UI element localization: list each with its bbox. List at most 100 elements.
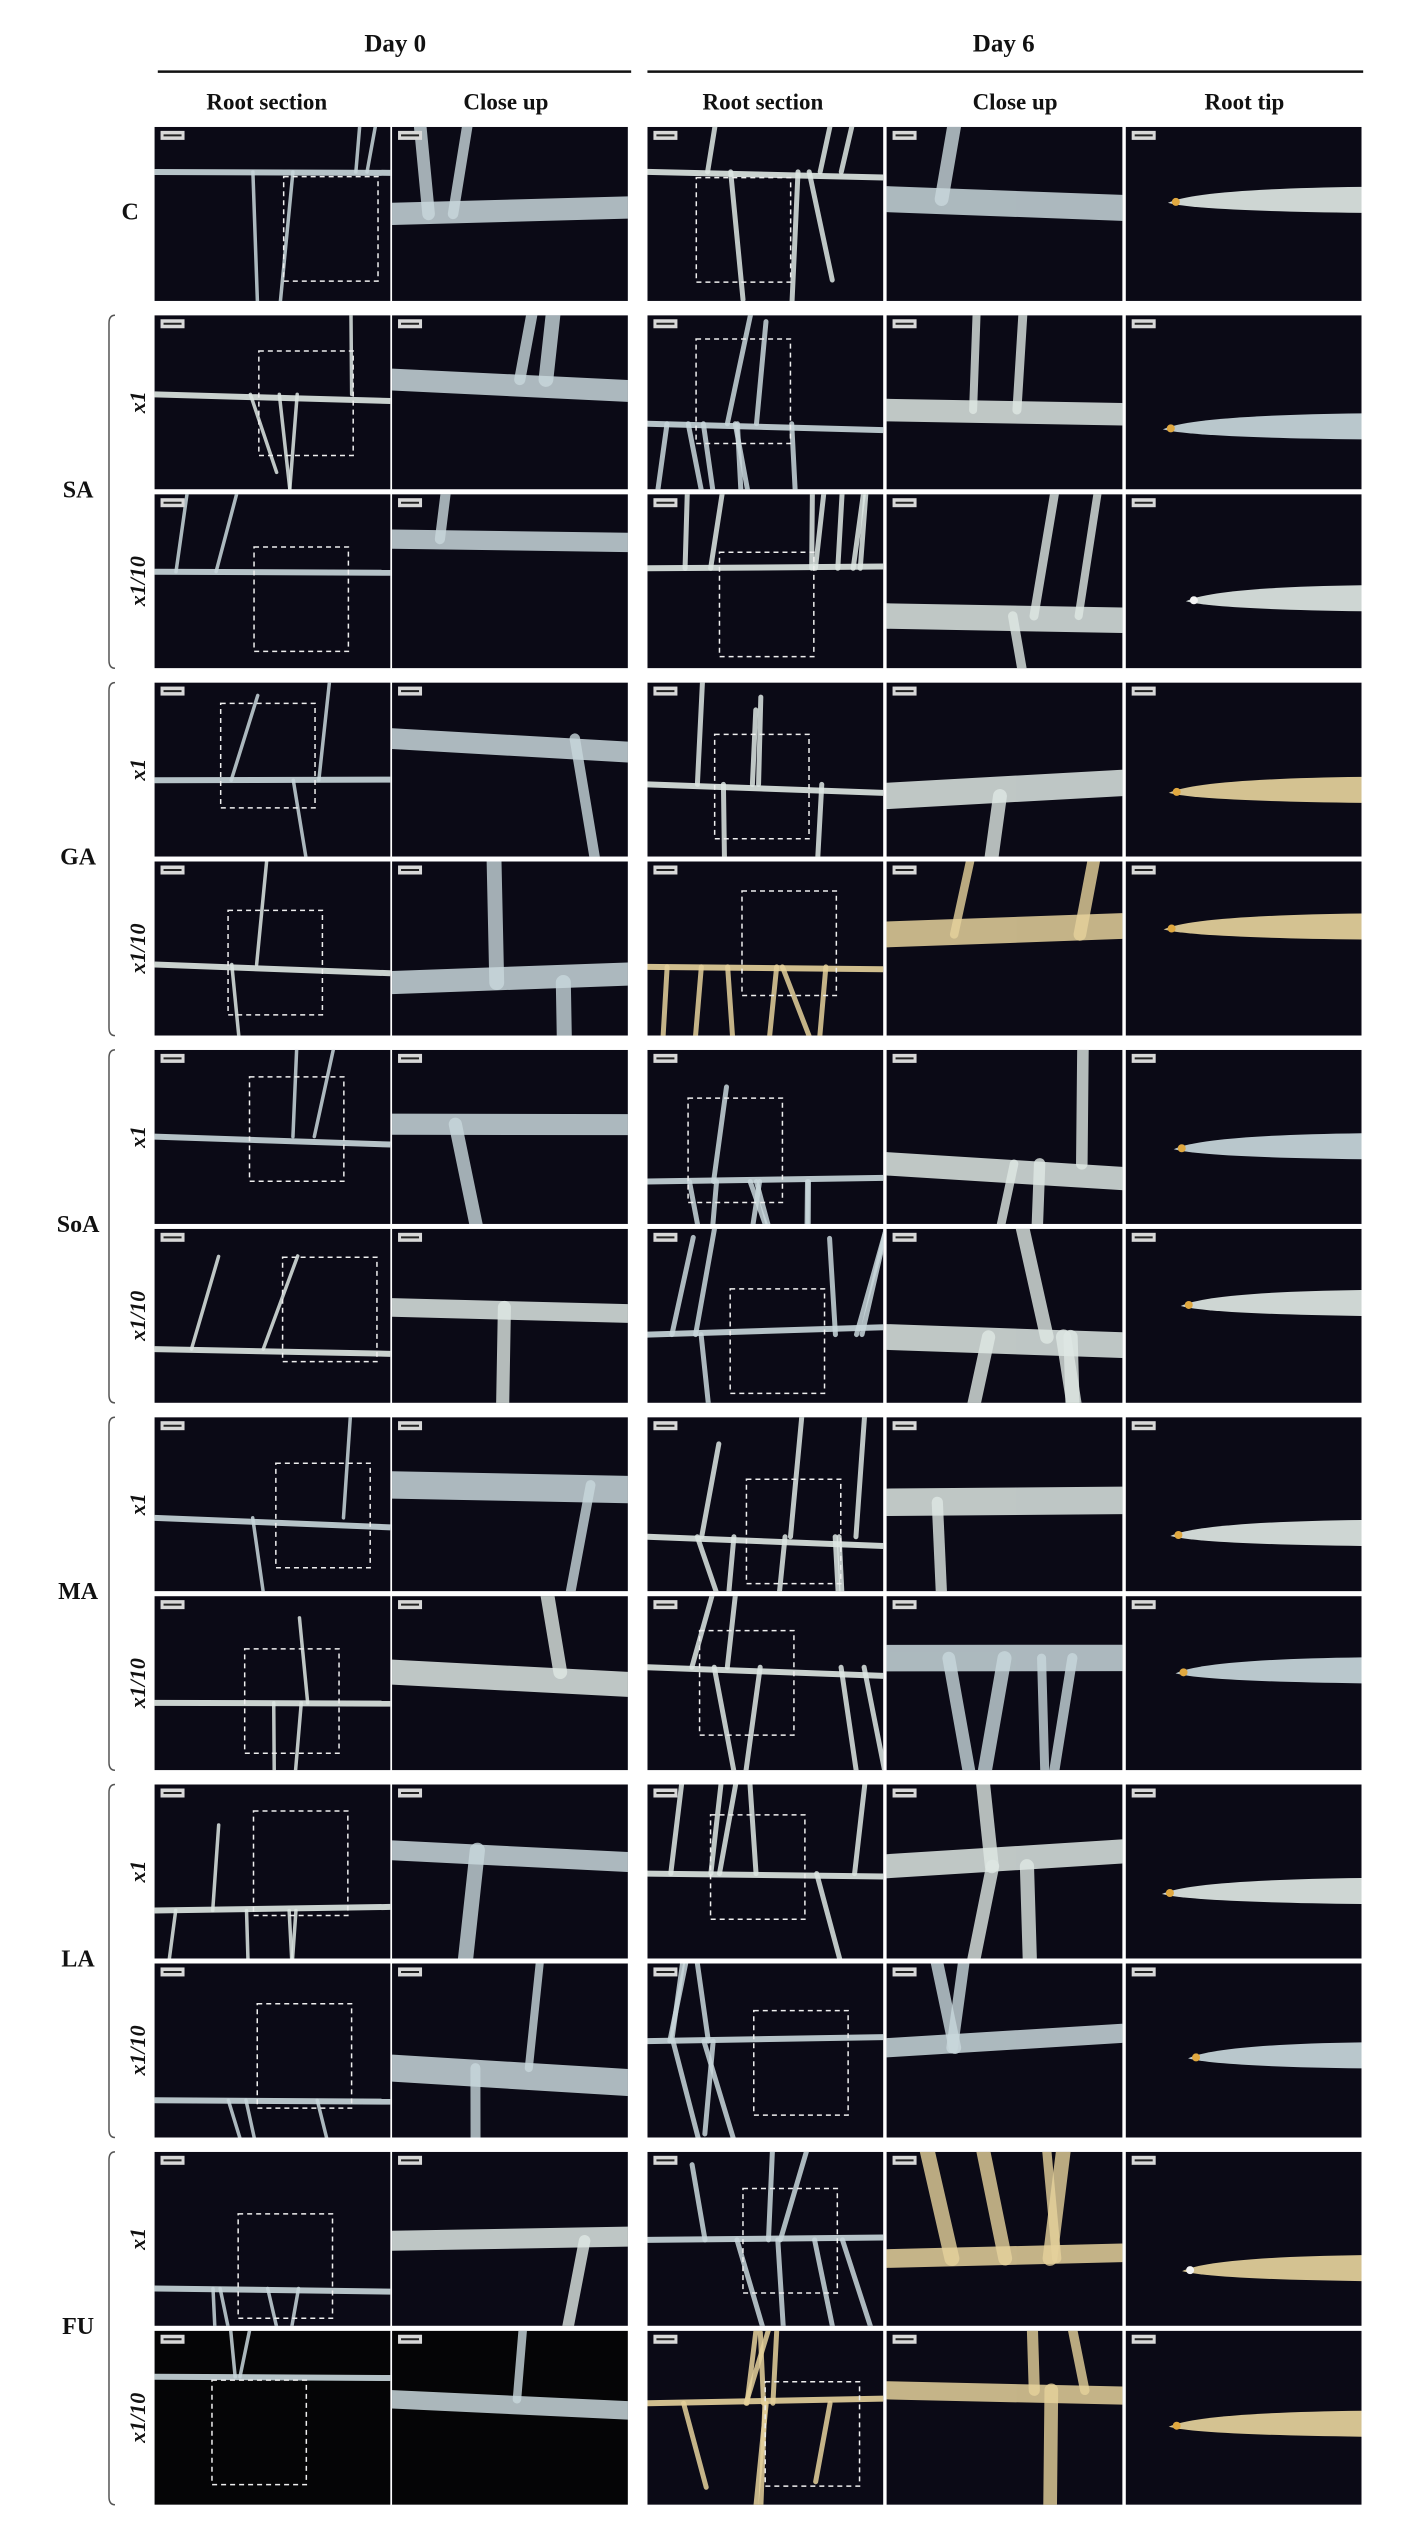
lateral-root [752, 710, 755, 784]
micrograph [1126, 1596, 1362, 1770]
micrograph [1126, 1229, 1362, 1403]
micrograph [1126, 494, 1362, 668]
row-label: x1 [125, 391, 150, 414]
main-root [392, 1672, 628, 1684]
row-label: x1/10 [125, 923, 150, 974]
group-label: SoA [57, 1212, 100, 1238]
main-root [392, 539, 628, 542]
root-tip-cap [1166, 1889, 1174, 1897]
micrograph [392, 40, 628, 301]
micrograph [647, 38, 883, 323]
micrograph [155, 1229, 391, 1403]
main-root [392, 1850, 628, 1862]
main-root [392, 974, 628, 983]
row-label: x1 [125, 1126, 150, 1149]
column-header: Root section [206, 89, 327, 114]
root-tip-cap [1190, 596, 1198, 604]
image-background [647, 1229, 883, 1403]
group-label: MA [58, 1579, 99, 1605]
image-background [155, 1229, 391, 1403]
image-background [647, 494, 883, 668]
main-root [155, 1907, 391, 1911]
group-label: FU [62, 2314, 94, 2340]
main-root [392, 739, 628, 752]
micrograph [1126, 2152, 1362, 2326]
row-label: x1/10 [125, 1658, 150, 1709]
micrograph [1126, 315, 1362, 489]
column-header: Root section [703, 89, 824, 114]
image-background [155, 127, 391, 301]
group-label: LA [61, 1947, 95, 1973]
image-background [887, 1229, 1123, 1403]
image-background [392, 315, 628, 489]
image-background [155, 2331, 391, 2505]
root-tip-cap [1167, 424, 1175, 432]
group-bracket [109, 1417, 115, 1770]
image-background [155, 862, 391, 1036]
micrograph [887, 25, 1123, 301]
row-label: x1 [125, 2228, 150, 2251]
image-background [1126, 862, 1362, 1036]
image-background [647, 1596, 883, 1770]
image-background [647, 1417, 883, 1591]
root-tip-cap [1186, 2266, 1194, 2274]
day-label: Day 6 [973, 30, 1035, 57]
row-label: x1/10 [125, 2393, 150, 2444]
micrograph [1126, 2331, 1362, 2505]
main-root [392, 2068, 628, 2082]
group-bracket [109, 315, 115, 668]
lateral-root [274, 1703, 275, 1778]
image-background [1126, 315, 1362, 489]
root-tip-cap [1185, 1301, 1193, 1309]
row-label: x1/10 [125, 2025, 150, 2076]
micrograph [1126, 1785, 1362, 1959]
column-header: Close up [463, 89, 548, 114]
main-root [647, 1874, 883, 1877]
main-root [155, 2288, 391, 2291]
main-root [887, 199, 1123, 208]
micrograph [1126, 127, 1362, 301]
image-background [1126, 1417, 1362, 1591]
row-label: x1 [125, 759, 150, 782]
main-root [647, 2237, 883, 2239]
image-background [647, 683, 883, 857]
main-root [392, 2237, 628, 2241]
image-background [392, 1785, 628, 1959]
row-label: x1/10 [125, 1291, 150, 1342]
image-background [155, 683, 391, 857]
image-background [647, 862, 883, 1036]
lateral-root [1050, 2390, 1052, 2543]
column-header: Close up [973, 89, 1058, 114]
main-root [887, 410, 1123, 414]
root-tip-cap [1174, 1531, 1182, 1539]
image-background [1126, 1229, 1362, 1403]
main-root [155, 2377, 391, 2378]
main-root [647, 1178, 883, 1182]
group-label: GA [60, 845, 97, 871]
main-root [155, 2100, 391, 2101]
main-root [392, 2399, 628, 2410]
image-background [392, 1963, 628, 2137]
day-label: Day 0 [364, 30, 426, 57]
group-label: SA [63, 477, 94, 503]
image-background [155, 494, 391, 668]
image-background [1126, 1596, 1362, 1770]
micrograph [1126, 862, 1362, 1036]
image-background [887, 683, 1123, 857]
image-background [1126, 127, 1362, 301]
main-root [155, 780, 391, 781]
main-root [887, 616, 1123, 620]
root-tip-cap [1180, 1668, 1188, 1676]
row-label: x1 [125, 1493, 150, 1516]
image-background [155, 2152, 391, 2326]
group-bracket [109, 1050, 115, 1403]
root-tip-cap [1192, 2053, 1200, 2061]
image-background [155, 1963, 391, 2137]
image-background [1126, 683, 1362, 857]
group-bracket [109, 1785, 115, 2138]
root-tip-cap [1173, 788, 1181, 796]
image-background [392, 1050, 628, 1224]
root-tip-cap [1172, 198, 1180, 206]
micrograph [1126, 1417, 1362, 1591]
